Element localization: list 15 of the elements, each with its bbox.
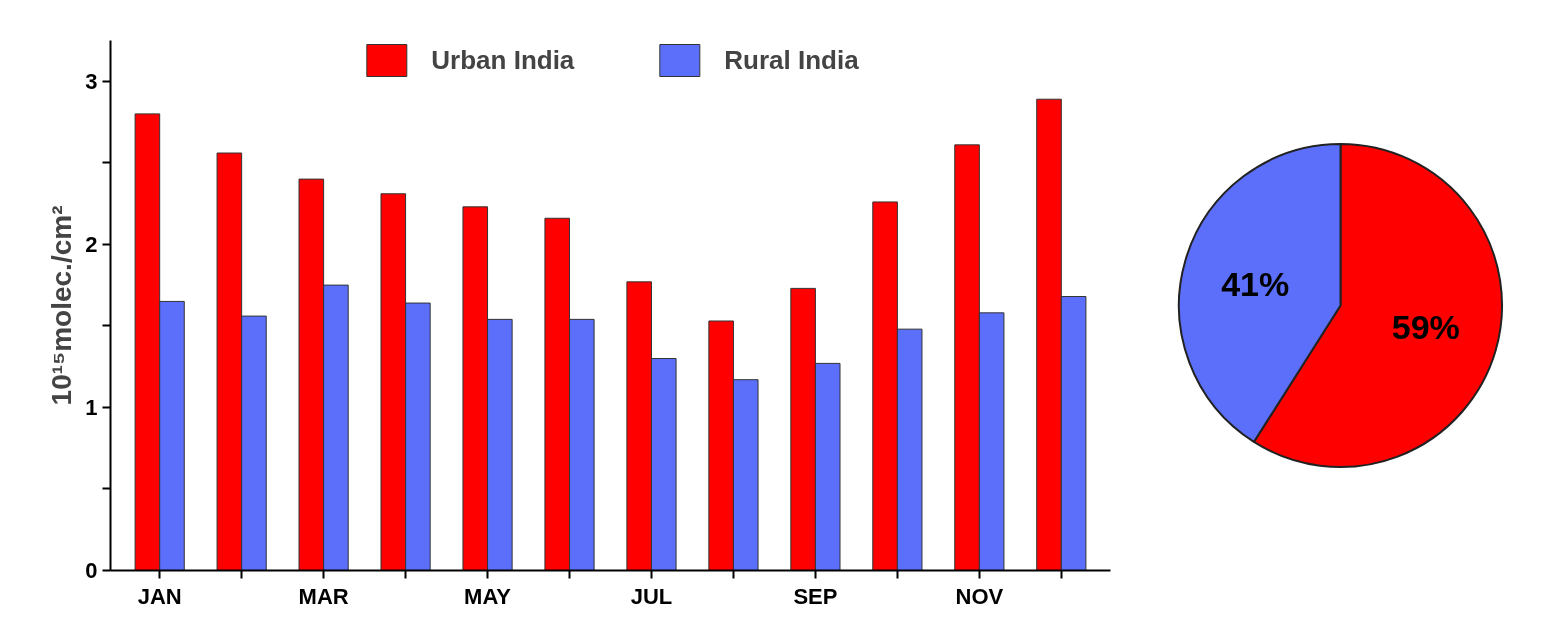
y-tick-label: 1 [85, 394, 98, 420]
data-label: 41% [1221, 265, 1290, 304]
x-tick-label: NOV [955, 583, 1004, 609]
y-tick-label: 2 [85, 231, 98, 257]
x-tick-label: SEP [793, 583, 838, 609]
x-tick-label: JUL [630, 583, 673, 609]
x-tick-label: MAR [298, 583, 349, 609]
legend-label: Urban India [431, 44, 575, 76]
y-tick-label: 3 [85, 68, 98, 94]
data-label: 59% [1391, 307, 1460, 346]
legend-label: Rural India [724, 44, 859, 76]
y-tick-label: 0 [85, 558, 98, 583]
y-axis-title: 10¹⁵molec./cm² [46, 205, 78, 406]
x-tick-label: JAN [137, 583, 182, 609]
x-tick-label: MAY [464, 583, 512, 609]
